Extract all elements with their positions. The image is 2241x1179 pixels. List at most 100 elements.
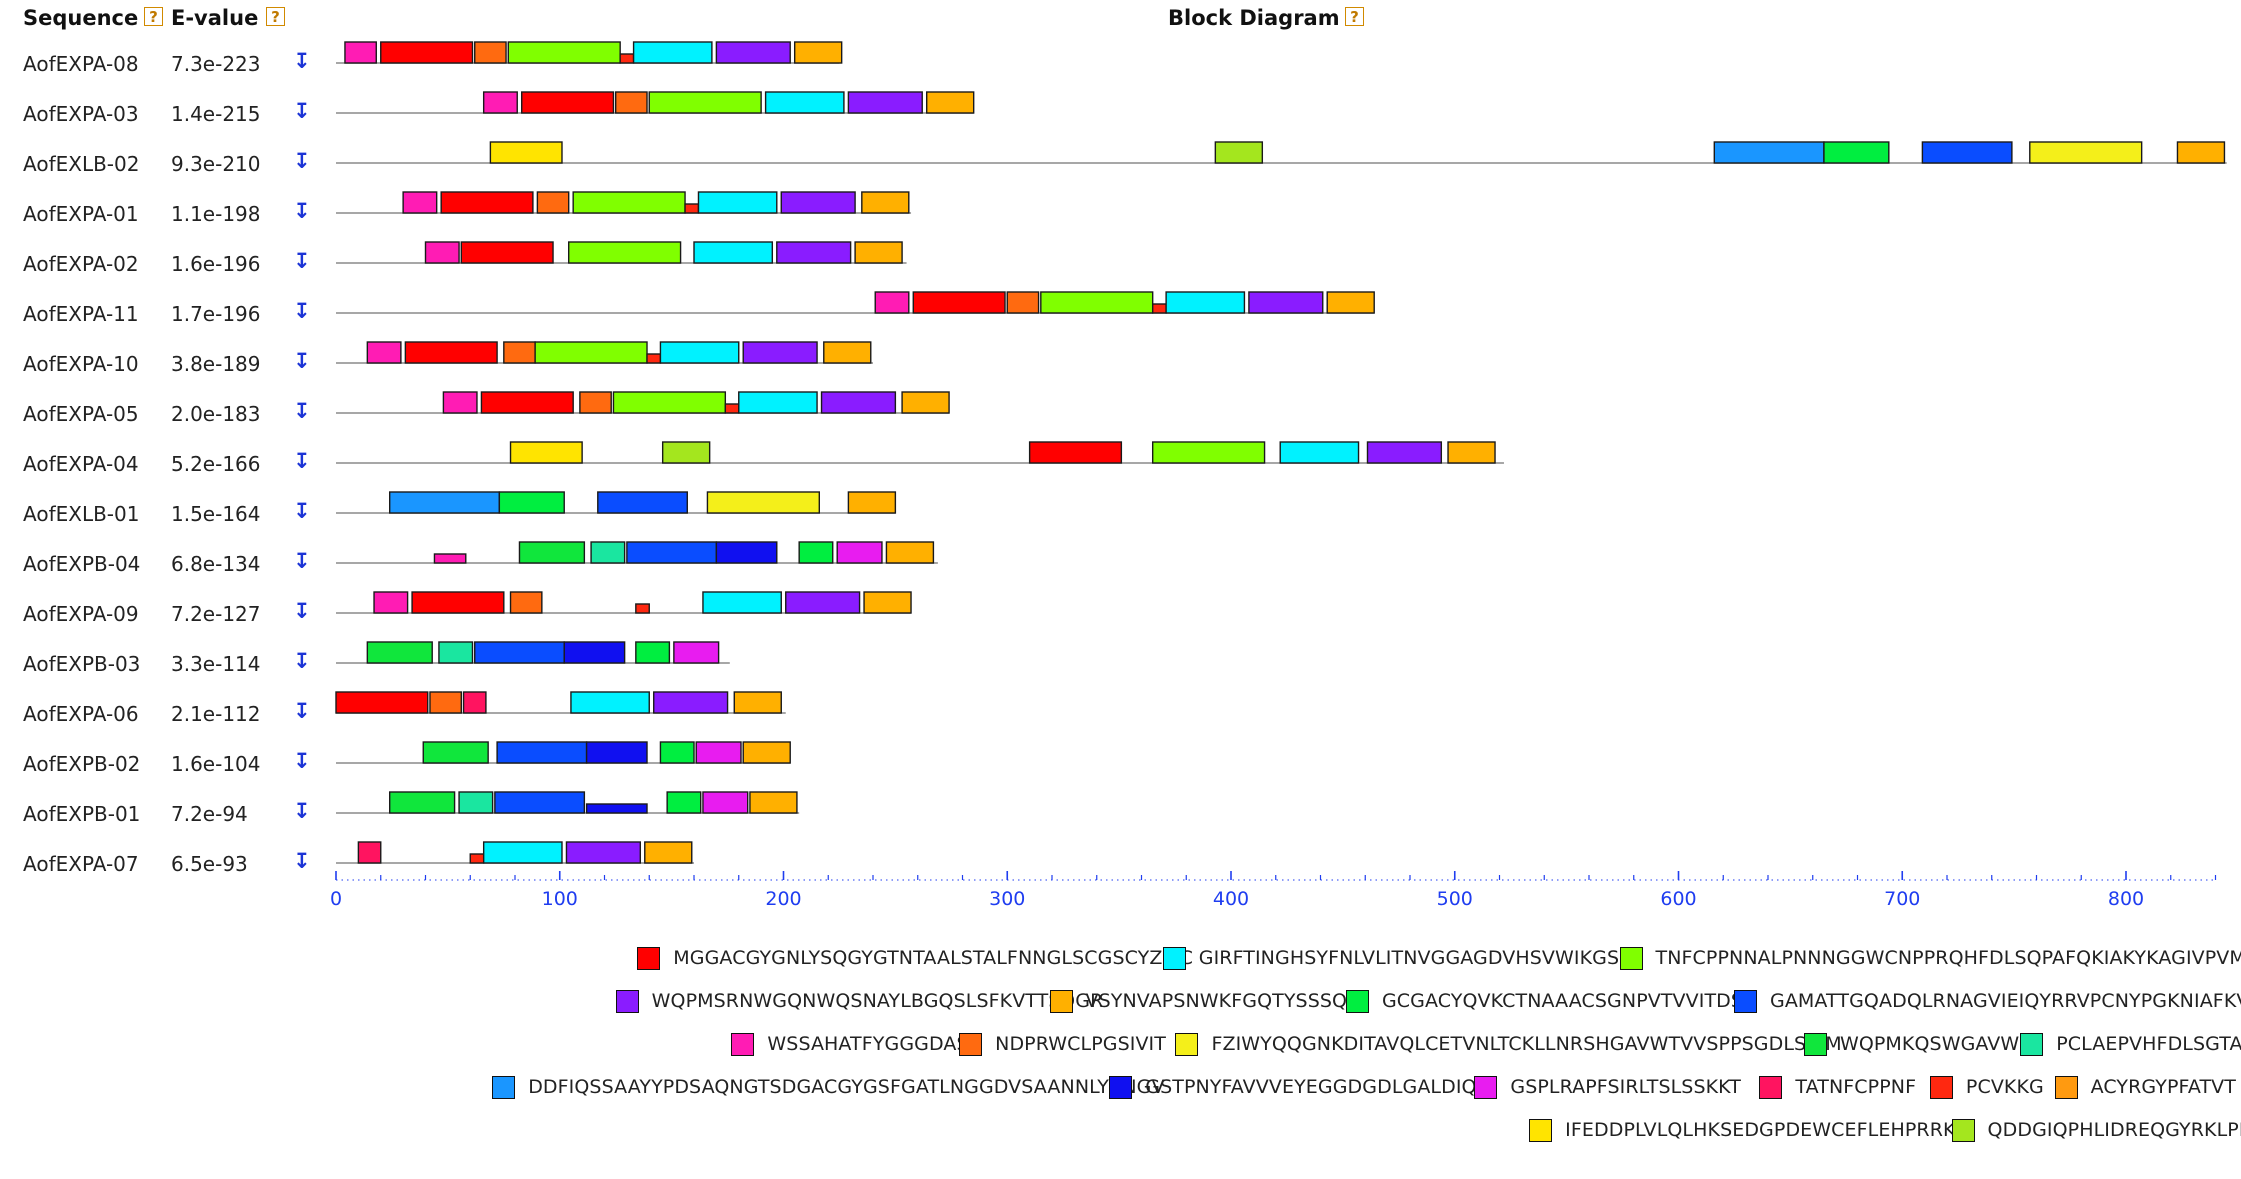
motif-block-m3[interactable] bbox=[572, 191, 686, 214]
download-icon[interactable]: ↧ bbox=[293, 149, 311, 173]
motif-block-m1[interactable] bbox=[404, 341, 498, 364]
sequence-name[interactable]: AofEXLB-02 bbox=[23, 152, 140, 176]
motif-block-m4[interactable] bbox=[565, 841, 642, 864]
motif-block-m5[interactable] bbox=[2176, 141, 2226, 164]
motif-block-m4[interactable] bbox=[653, 691, 729, 714]
motif-block-m8[interactable] bbox=[373, 591, 409, 614]
motif-block-m2[interactable] bbox=[738, 391, 818, 414]
motif-block-m14[interactable] bbox=[585, 741, 648, 764]
download-icon[interactable]: ↧ bbox=[293, 599, 311, 623]
sequence-name[interactable]: AofEXPB-01 bbox=[23, 802, 141, 826]
sequence-name[interactable]: AofEXPA-10 bbox=[23, 352, 139, 376]
motif-block-m6[interactable] bbox=[798, 541, 834, 564]
motif-block-m17[interactable] bbox=[469, 853, 485, 864]
motif-block-m7[interactable] bbox=[626, 541, 718, 564]
motif-block-m2[interactable] bbox=[570, 691, 650, 714]
motif-block-m3[interactable] bbox=[507, 41, 621, 64]
download-icon[interactable]: ↧ bbox=[293, 449, 311, 473]
motif-block-m2[interactable] bbox=[697, 191, 778, 214]
block-diagram-help-icon[interactable]: ? bbox=[1345, 7, 1364, 26]
sequence-name[interactable]: AofEXPA-08 bbox=[23, 52, 139, 76]
sequence-name[interactable]: AofEXPA-02 bbox=[23, 252, 139, 276]
motif-block-m15[interactable] bbox=[836, 541, 883, 564]
motif-block-m4[interactable] bbox=[776, 241, 852, 264]
motif-block-m4[interactable] bbox=[715, 41, 791, 64]
motif-block-m12[interactable] bbox=[438, 641, 474, 664]
motif-block-m14[interactable] bbox=[585, 803, 648, 814]
motif-block-m8[interactable] bbox=[424, 241, 460, 264]
motif-block-m5[interactable] bbox=[644, 841, 693, 864]
download-icon[interactable]: ↧ bbox=[293, 649, 311, 673]
motif-block-m17[interactable] bbox=[724, 403, 740, 414]
download-icon[interactable]: ↧ bbox=[293, 299, 311, 323]
motif-block-m9[interactable] bbox=[509, 591, 543, 614]
motif-block-m17[interactable] bbox=[1151, 303, 1167, 314]
motif-block-m17[interactable] bbox=[684, 203, 700, 214]
motif-block-m9[interactable] bbox=[1006, 291, 1040, 314]
motif-block-m2[interactable] bbox=[1279, 441, 1360, 464]
motif-block-m14[interactable] bbox=[563, 641, 626, 664]
motif-block-m11[interactable] bbox=[389, 791, 456, 814]
motif-block-m2[interactable] bbox=[1165, 291, 1246, 314]
motif-block-m7[interactable] bbox=[597, 491, 688, 514]
motif-block-m6[interactable] bbox=[1823, 141, 1890, 164]
motif-block-m2[interactable] bbox=[702, 591, 782, 614]
motif-block-m15[interactable] bbox=[695, 741, 742, 764]
motif-block-m3[interactable] bbox=[1040, 291, 1154, 314]
motif-block-m16[interactable] bbox=[462, 691, 487, 714]
motif-block-m1[interactable] bbox=[521, 91, 615, 114]
motif-block-m5[interactable] bbox=[793, 41, 843, 64]
motif-block-m3[interactable] bbox=[1151, 441, 1266, 464]
motif-block-m19[interactable] bbox=[509, 441, 583, 464]
motif-block-m13[interactable] bbox=[1713, 141, 1825, 164]
sequence-name[interactable]: AofEXPA-07 bbox=[23, 852, 139, 876]
sequence-name[interactable]: AofEXPA-06 bbox=[23, 702, 139, 726]
motif-block-m4[interactable] bbox=[780, 191, 856, 214]
motif-block-m12[interactable] bbox=[590, 541, 626, 564]
motif-block-m4[interactable] bbox=[820, 391, 897, 414]
motif-block-m5[interactable] bbox=[1447, 441, 1496, 464]
motif-block-m4[interactable] bbox=[1248, 291, 1324, 314]
sequence-name[interactable]: AofEXLB-01 bbox=[23, 502, 140, 526]
download-icon[interactable]: ↧ bbox=[293, 349, 311, 373]
download-icon[interactable]: ↧ bbox=[293, 499, 311, 523]
motif-block-m1[interactable] bbox=[460, 241, 554, 264]
motif-block-m8[interactable] bbox=[366, 341, 402, 364]
sequence-name[interactable]: AofEXPB-02 bbox=[23, 752, 141, 776]
motif-block-m1[interactable] bbox=[335, 691, 429, 714]
motif-block-m6[interactable] bbox=[666, 791, 702, 814]
motif-block-m5[interactable] bbox=[885, 541, 935, 564]
motif-block-m3[interactable] bbox=[534, 341, 648, 364]
motif-block-m8[interactable] bbox=[874, 291, 910, 314]
motif-block-m7[interactable] bbox=[494, 791, 586, 814]
download-icon[interactable]: ↧ bbox=[293, 199, 311, 223]
motif-block-m4[interactable] bbox=[847, 91, 923, 114]
motif-block-m7[interactable] bbox=[474, 641, 565, 664]
evalue-help-icon[interactable]: ? bbox=[266, 7, 285, 26]
motif-block-m8[interactable] bbox=[442, 391, 478, 414]
motif-block-m5[interactable] bbox=[1326, 291, 1375, 314]
motif-block-m1[interactable] bbox=[440, 191, 534, 214]
sequence-name[interactable]: AofEXPB-03 bbox=[23, 652, 141, 676]
motif-block-m14[interactable] bbox=[715, 541, 778, 564]
motif-block-m4[interactable] bbox=[742, 341, 818, 364]
sequence-name[interactable]: AofEXPA-04 bbox=[23, 452, 139, 476]
motif-block-m3[interactable] bbox=[648, 91, 762, 114]
sequence-name[interactable]: AofEXPA-03 bbox=[23, 102, 139, 126]
motif-block-m8[interactable] bbox=[344, 41, 377, 64]
motif-block-m8[interactable] bbox=[402, 191, 438, 214]
motif-block-m2[interactable] bbox=[632, 41, 713, 64]
motif-block-m15[interactable] bbox=[702, 791, 749, 814]
download-icon[interactable]: ↧ bbox=[293, 549, 311, 573]
sequence-name[interactable]: AofEXPB-04 bbox=[23, 552, 141, 576]
motif-block-m5[interactable] bbox=[901, 391, 950, 414]
download-icon[interactable]: ↧ bbox=[293, 99, 311, 123]
motif-block-m1[interactable] bbox=[411, 591, 505, 614]
motif-block-m19[interactable] bbox=[489, 141, 563, 164]
motif-block-m5[interactable] bbox=[733, 691, 782, 714]
motif-block-m1[interactable] bbox=[912, 291, 1006, 314]
download-icon[interactable]: ↧ bbox=[293, 749, 311, 773]
motif-block-m12[interactable] bbox=[458, 791, 494, 814]
motif-block-m11[interactable] bbox=[366, 641, 433, 664]
sequence-name[interactable]: AofEXPA-05 bbox=[23, 402, 139, 426]
